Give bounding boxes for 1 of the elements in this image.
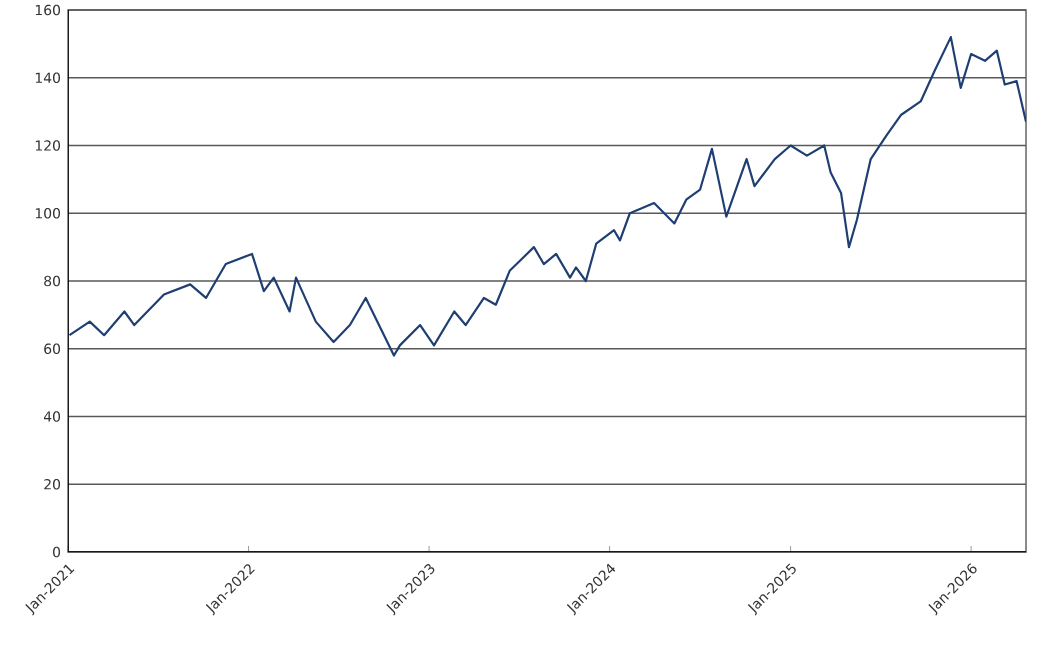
line-series — [68, 36, 1027, 357]
